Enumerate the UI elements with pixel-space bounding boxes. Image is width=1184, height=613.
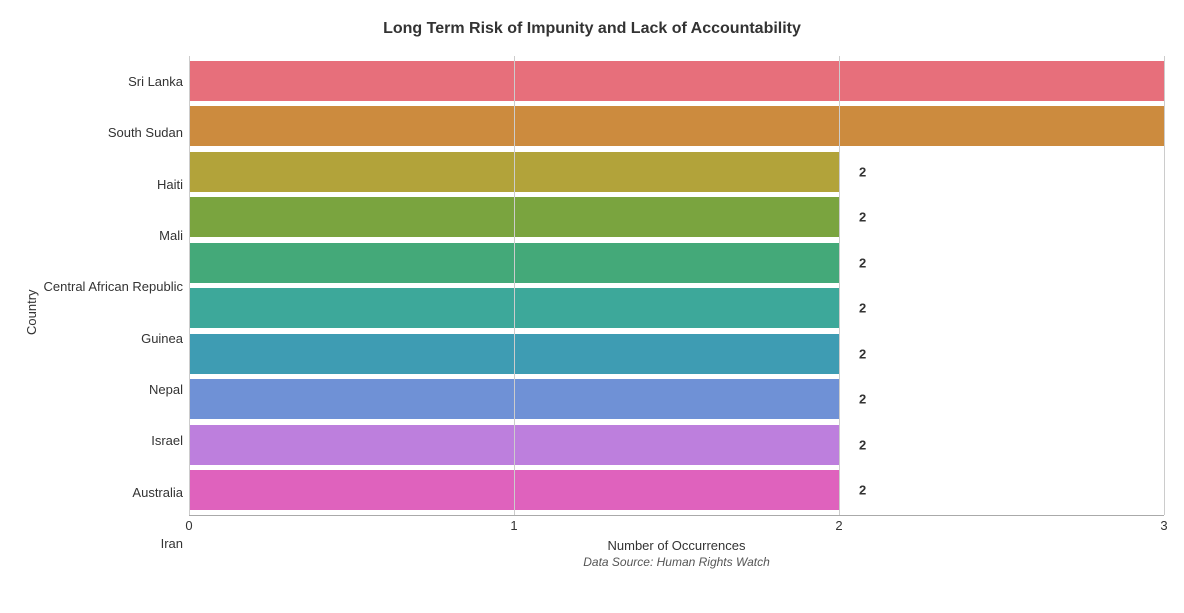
y-tick-label: South Sudan [39,110,183,156]
plot-column: 3322222222 0123 Number of Occurrences Da… [189,56,1164,569]
x-tick-label: 0 [185,518,192,533]
bar-value-label: 2 [859,210,866,225]
y-tick-label: Central African Republic [39,264,183,310]
bar-row: 2 [189,240,1164,286]
bar-row: 2 [189,468,1164,514]
x-axis-ticks: 0123 [189,516,1164,534]
y-axis-title: Country [20,56,39,569]
x-tick-label: 1 [510,518,517,533]
plot-area: 33 2 2 2 2 2 2 2 2 [189,56,1164,516]
gridline [1164,56,1165,515]
bar-row: 2 [189,149,1164,195]
bar-row: 2 [189,195,1164,241]
bar [189,106,1164,146]
y-axis-labels: Sri Lanka South Sudan Haiti Mali Central Afr… [39,56,189,569]
x-tick-label: 2 [835,518,842,533]
bar-row: 2 [189,331,1164,377]
bar-row: 2 [189,377,1164,423]
y-tick-label: Australia [39,469,183,515]
source-note: Data Source: Human Rights Watch [189,555,1164,569]
bar-row: 3 [189,58,1164,104]
y-tick-label: Israel [39,418,183,464]
chart-title: Long Term Risk of Impunity and Lack of A… [20,20,1164,38]
bars-layer: 33 2 2 2 2 2 2 2 2 [189,56,1164,515]
y-tick-label: Sri Lanka [39,59,183,105]
y-tick-label: Haiti [39,161,183,207]
bar-value-label: 2 [859,437,866,452]
bar-row: 3 [189,104,1164,150]
bar-value-label: 2 [859,346,866,361]
x-tick-label: 3 [1160,518,1167,533]
chart-container: Long Term Risk of Impunity and Lack of A… [20,20,1164,569]
bar-value-label: 2 [859,392,866,407]
bar-value-label: 2 [859,164,866,179]
x-axis-title: Number of Occurrences [189,538,1164,553]
bar-value-label: 2 [859,483,866,498]
bar-row: 2 [189,422,1164,468]
y-tick-label: Mali [39,213,183,259]
gridline [839,56,840,515]
y-tick-label: Nepal [39,366,183,412]
gridline [189,56,190,515]
bar-row: 2 [189,286,1164,332]
chart-body: Country Sri Lanka South Sudan Haiti Mali Cen… [20,56,1164,569]
y-tick-label: Iran [39,520,183,566]
gridline [514,56,515,515]
bar [189,61,1164,101]
bar-value-label: 2 [859,255,866,270]
bar-value-label: 2 [859,301,866,316]
y-tick-label: Guinea [39,315,183,361]
